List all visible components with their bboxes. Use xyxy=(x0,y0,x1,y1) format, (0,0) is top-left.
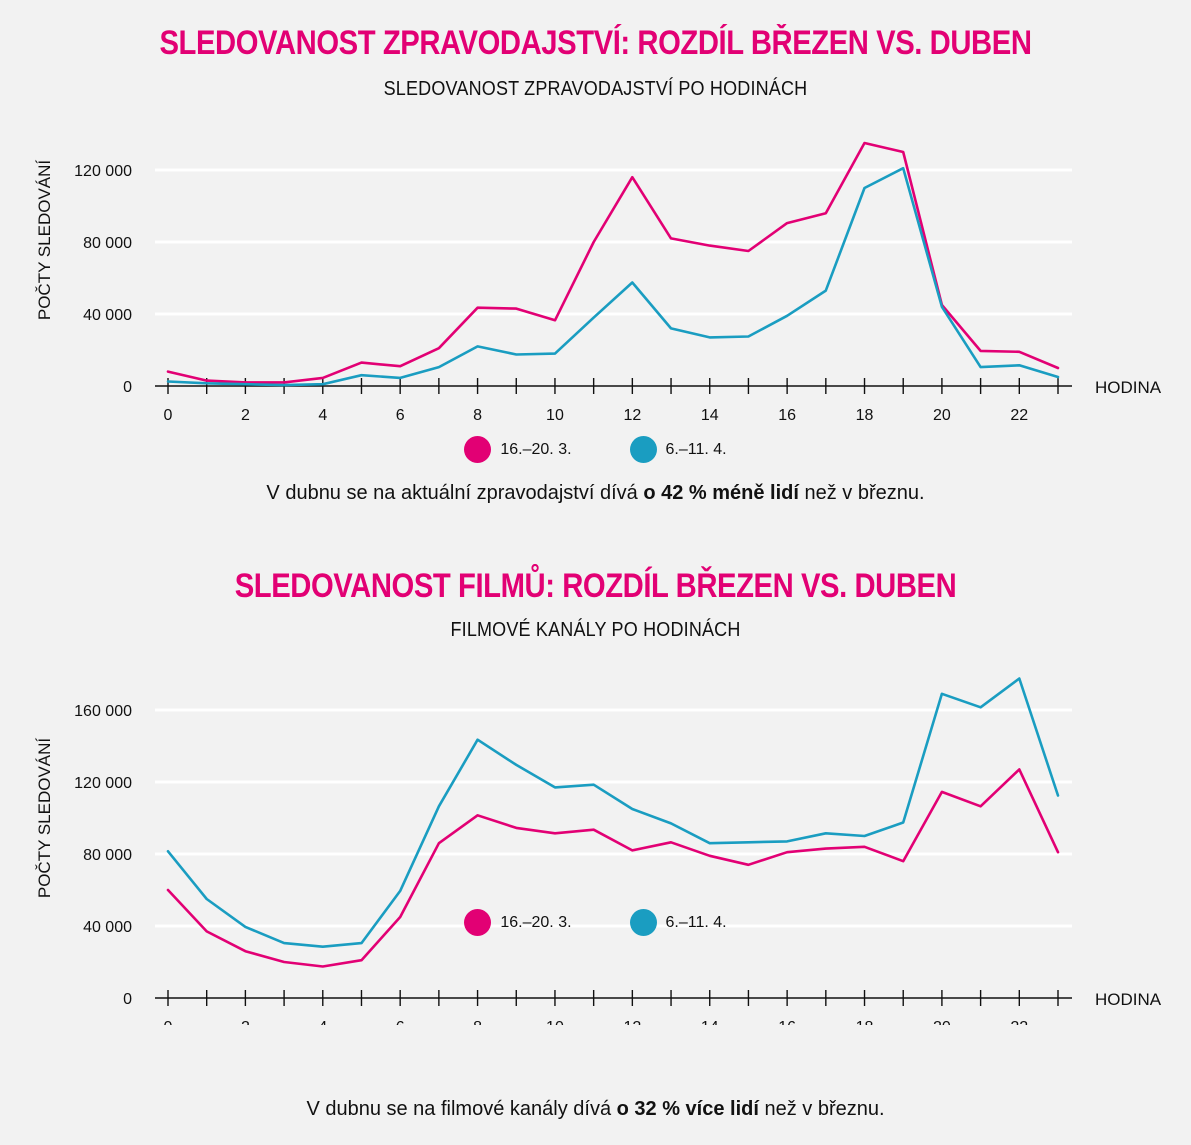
news-x-tick-label: 2 xyxy=(241,407,250,424)
news-chart-legend: 16.–20. 3. 6.–11. 4. xyxy=(0,436,1191,463)
films-x-tick-label: 8 xyxy=(473,1019,482,1025)
films-x-tick-label: 18 xyxy=(856,1019,874,1025)
films-y-tick-label: 120 000 xyxy=(74,775,132,792)
legend-item-march: 16.–20. 3. xyxy=(464,436,572,463)
news-y-tick-label: 0 xyxy=(123,379,132,396)
films-y-tick-label: 160 000 xyxy=(74,703,132,720)
news-note-post: než v březnu. xyxy=(798,482,925,504)
films-chart-title: SLEDOVANOST FILMŮ: ROZDÍL BŘEZEN VS. DUB… xyxy=(234,567,957,605)
news-x-tick-label: 22 xyxy=(1010,407,1028,424)
news-y-tick-label: 120 000 xyxy=(74,163,132,180)
news-chart-subtitle: SLEDOVANOST ZPRAVODAJSTVÍ PO HODINÁCH xyxy=(383,78,808,100)
legend-item-april: 6.–11. 4. xyxy=(629,436,727,463)
news-series-march-line xyxy=(166,141,1060,384)
news-y-tick-label: 40 000 xyxy=(83,307,132,324)
news-x-tick-label: 6 xyxy=(396,407,405,424)
news-note-pre: V dubnu se na aktuální zpravodajství dív… xyxy=(266,482,644,504)
news-chart-panel: 0 40 000 80 000 120 000 0 2 4 6 8 10 12 14 16 18 20 22 H… xyxy=(0,0,1191,540)
news-x-axis-label: HODINA xyxy=(1095,378,1162,397)
films-y-tick-label: 0 xyxy=(123,991,132,1008)
films-x-tick-label: 2 xyxy=(241,1019,250,1025)
films-chart-panel: 0 40 000 80 000 120 000 160 000 0 2 4 6 8 10 12 14 16… xyxy=(0,555,1191,1145)
films-x-tick-label: 22 xyxy=(1010,1019,1028,1025)
films-legend-item-april: 6.–11. 4. xyxy=(629,909,727,936)
films-series-march-line xyxy=(166,768,1060,968)
news-x-tick-label: 14 xyxy=(701,407,719,424)
news-x-tick-label: 12 xyxy=(623,407,641,424)
films-line-chart: 0 40 000 80 000 120 000 160 000 0 2 4 6 8 10 12 14 16… xyxy=(35,677,1162,1025)
films-note-pre: V dubnu se na filmové kanály dívá xyxy=(306,1098,617,1120)
legend-swatch-march xyxy=(464,436,492,463)
films-x-tick-label: 0 xyxy=(164,1019,173,1025)
films-chart-note: V dubnu se na filmové kanály dívá o 32 %… xyxy=(0,1098,1191,1121)
news-chart-note: V dubnu se na aktuální zpravodajství dív… xyxy=(0,482,1191,505)
films-x-tick-label: 20 xyxy=(933,1019,951,1025)
films-x-tick-label: 4 xyxy=(318,1019,327,1025)
news-y-axis-label: POČTY SLEDOVÁNÍ xyxy=(35,160,54,321)
news-x-tick-label: 0 xyxy=(164,407,173,424)
news-x-tick-label: 16 xyxy=(778,407,796,424)
news-x-tick-label: 4 xyxy=(318,407,327,424)
news-x-tick-label: 20 xyxy=(933,407,951,424)
films-x-tick-label: 14 xyxy=(701,1019,719,1025)
news-chart-title: SLEDOVANOST ZPRAVODAJSTVÍ: ROZDÍL BŘEZEN… xyxy=(159,24,1032,62)
news-series-april-line xyxy=(166,166,1060,387)
films-legend-item-march: 16.–20. 3. xyxy=(464,909,572,936)
films-chart-legend: 16.–20. 3. 6.–11. 4. xyxy=(0,909,1191,936)
news-note-bold: o 42 % méně lidí xyxy=(643,482,799,504)
news-x-tick-label: 8 xyxy=(473,407,482,424)
films-x-axis-label: HODINA xyxy=(1095,990,1162,1009)
films-legend-label-march: 16.–20. 3. xyxy=(500,913,572,931)
news-line-chart: 0 40 000 80 000 120 000 0 2 4 6 8 10 12 14 16 18 20 22 H… xyxy=(35,141,1162,424)
films-series-april-line xyxy=(166,677,1060,949)
news-x-tick-label: 10 xyxy=(546,407,564,424)
films-legend-swatch-march xyxy=(464,909,492,936)
films-legend-swatch-april xyxy=(629,909,657,936)
films-chart-subtitle: FILMOVÉ KANÁLY PO HODINÁCH xyxy=(450,619,741,641)
legend-label-march: 16.–20. 3. xyxy=(500,440,572,458)
films-x-tick-label: 6 xyxy=(396,1019,405,1025)
news-x-tick-label: 18 xyxy=(856,407,874,424)
news-y-tick-label: 80 000 xyxy=(83,235,132,252)
legend-swatch-april xyxy=(629,436,657,463)
films-x-tick-label: 10 xyxy=(546,1019,564,1025)
films-note-post: než v březnu. xyxy=(758,1098,885,1120)
films-legend-label-april: 6.–11. 4. xyxy=(665,913,727,931)
films-y-tick-label: 80 000 xyxy=(83,847,132,864)
films-x-tick-label: 16 xyxy=(778,1019,796,1025)
legend-label-april: 6.–11. 4. xyxy=(665,440,727,458)
films-x-tick-label: 12 xyxy=(623,1019,641,1025)
films-y-axis-label: POČTY SLEDOVÁNÍ xyxy=(35,738,54,899)
films-note-bold: o 32 % více lidí xyxy=(616,1098,759,1120)
films-y-tick-label: 40 000 xyxy=(83,919,132,936)
